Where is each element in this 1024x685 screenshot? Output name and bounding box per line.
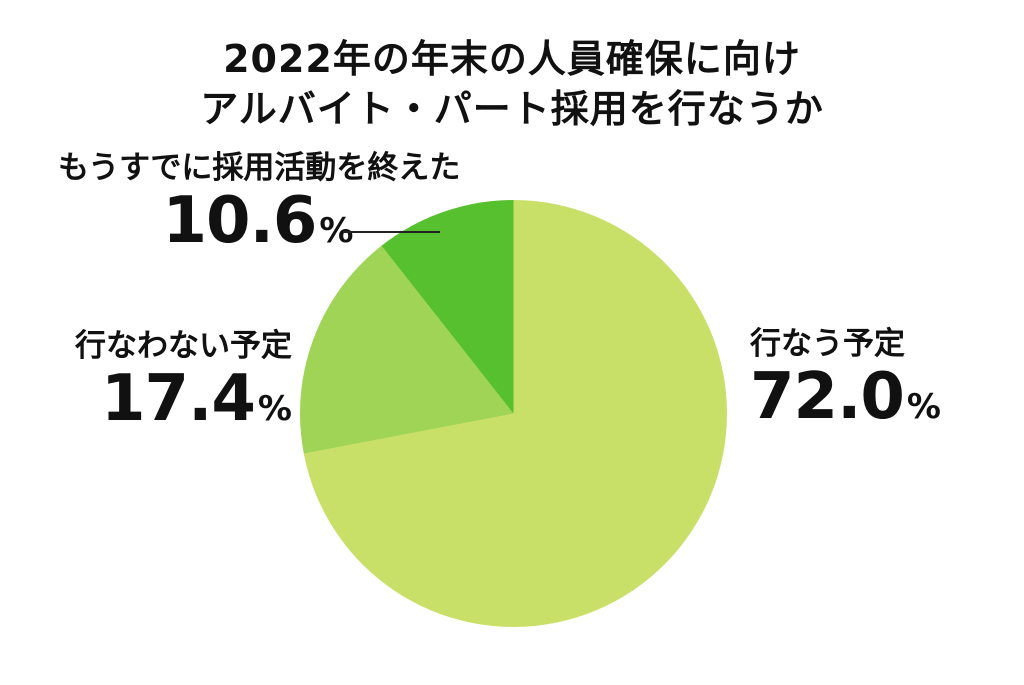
slice-value-will-not: 17.4: [101, 362, 256, 436]
slice-value-row-will-not: 17.4%: [74, 367, 292, 446]
slice-label-finished: もうすでに採用活動を終えた: [58, 150, 461, 186]
slice-value-finished: 10.6: [162, 184, 318, 258]
leader-line-finished-slice: [343, 231, 440, 233]
slice-value-will: 72.0: [750, 360, 905, 434]
percent-sign-will-not: %: [257, 389, 292, 429]
slice-label-will: 行なう予定: [750, 326, 905, 362]
slice-label-group-will: 行なう予定 72.0%: [750, 324, 941, 444]
chart-title-line-2: アルバイト・パート採用を行なうか: [200, 87, 824, 132]
slice-label-group-will-not: 行なわない予定 17.4%: [74, 326, 292, 446]
slice-label-group-finished: もうすでに採用活動を終えた 10.6%: [58, 148, 461, 268]
slice-label-will-not: 行なわない予定: [75, 328, 292, 364]
chart-title-line-1: 2022年の年末の人員確保に向け: [223, 37, 801, 81]
slice-value-row-finished: 10.6%: [58, 189, 458, 268]
percent-sign-will: %: [906, 387, 941, 427]
slice-value-row-will: 72.0%: [750, 365, 941, 444]
chart-title: 2022年の年末の人員確保に向け アルバイト・パート採用を行なうか: [0, 34, 1024, 134]
pie-chart: [300, 200, 727, 627]
